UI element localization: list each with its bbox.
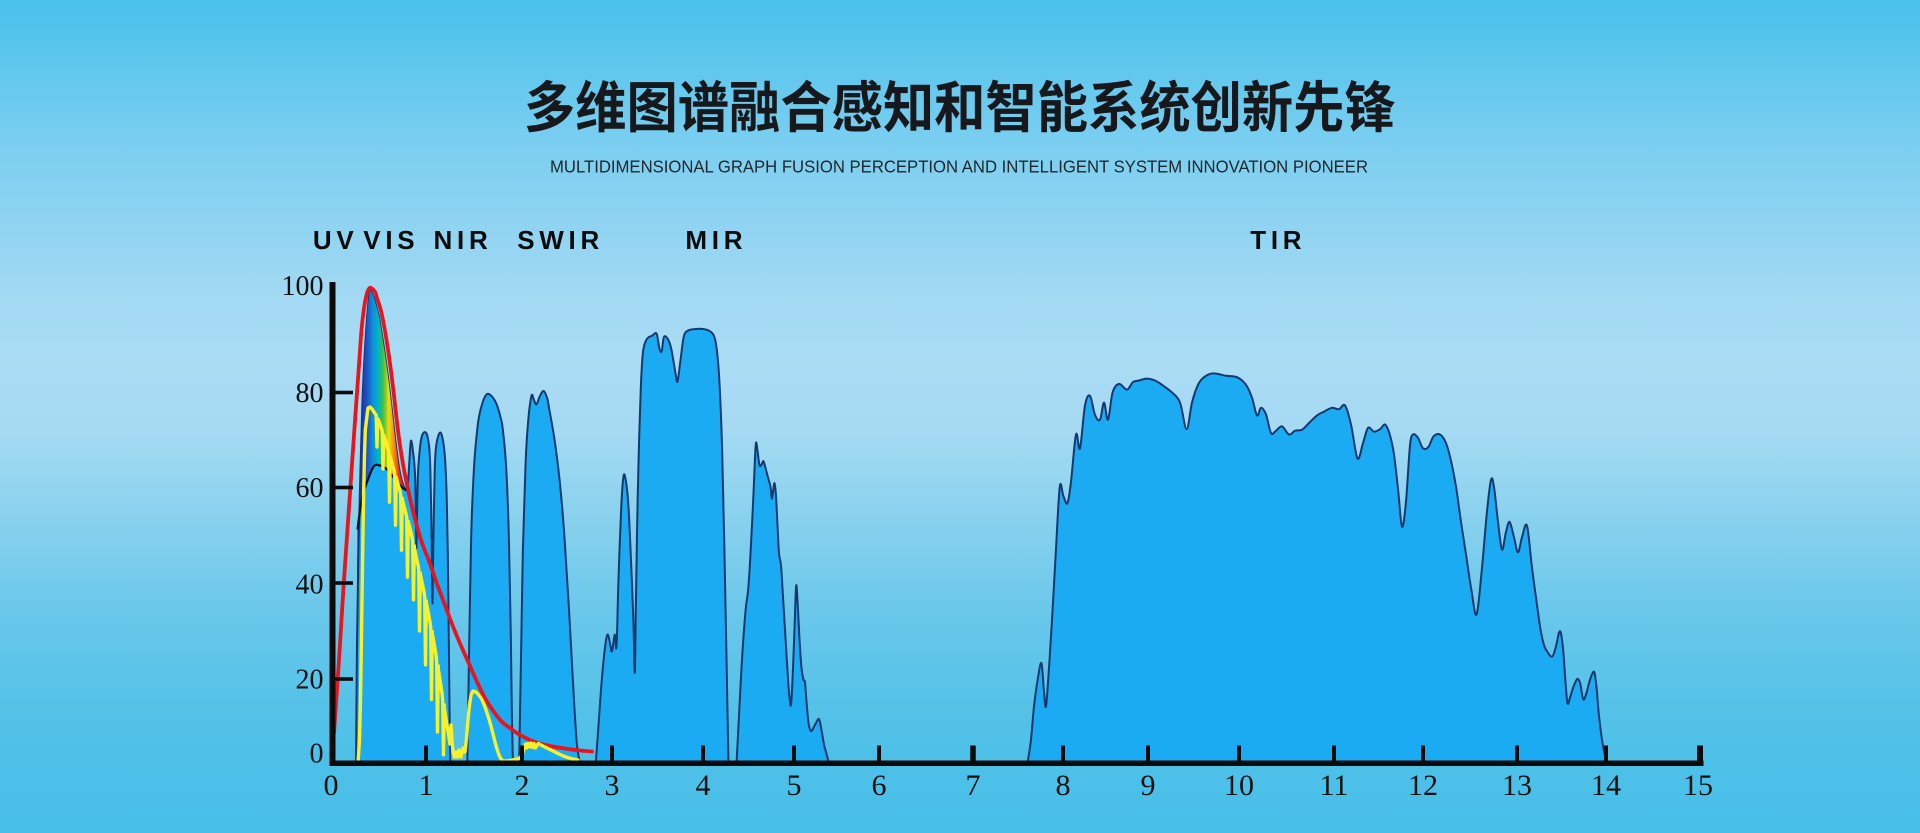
svg-text:14: 14	[1591, 769, 1621, 802]
svg-text:13: 13	[1502, 769, 1532, 802]
svg-text:TIR: TIR	[1250, 225, 1306, 255]
svg-text:12: 12	[1408, 769, 1438, 802]
svg-text:40: 40	[296, 570, 324, 601]
svg-text:100: 100	[282, 271, 324, 302]
svg-text:MULTIDIMENSIONAL GRAPH FUSION: MULTIDIMENSIONAL GRAPH FUSION PERCEPTION…	[550, 156, 1368, 176]
svg-text:7: 7	[966, 769, 981, 802]
svg-text:NIR: NIR	[434, 225, 493, 255]
svg-text:10: 10	[1224, 769, 1254, 802]
svg-text:5: 5	[787, 769, 802, 802]
svg-text:SWIR: SWIR	[517, 225, 604, 255]
svg-text:11: 11	[1320, 769, 1349, 802]
svg-text:UV: UV	[313, 225, 359, 255]
svg-text:6: 6	[872, 769, 887, 802]
svg-text:60: 60	[296, 473, 324, 504]
svg-text:15: 15	[1683, 769, 1713, 802]
svg-text:20: 20	[296, 665, 324, 696]
svg-text:MIR: MIR	[685, 225, 747, 255]
svg-text:80: 80	[296, 378, 324, 409]
svg-text:8: 8	[1056, 769, 1071, 802]
svg-text:0: 0	[310, 739, 324, 770]
svg-text:2: 2	[515, 769, 530, 802]
svg-text:3: 3	[605, 769, 620, 802]
svg-text:VIS: VIS	[363, 225, 419, 255]
svg-text:1: 1	[419, 769, 434, 802]
svg-text:0: 0	[324, 769, 339, 802]
svg-text:9: 9	[1141, 769, 1156, 802]
svg-text:4: 4	[696, 769, 711, 802]
